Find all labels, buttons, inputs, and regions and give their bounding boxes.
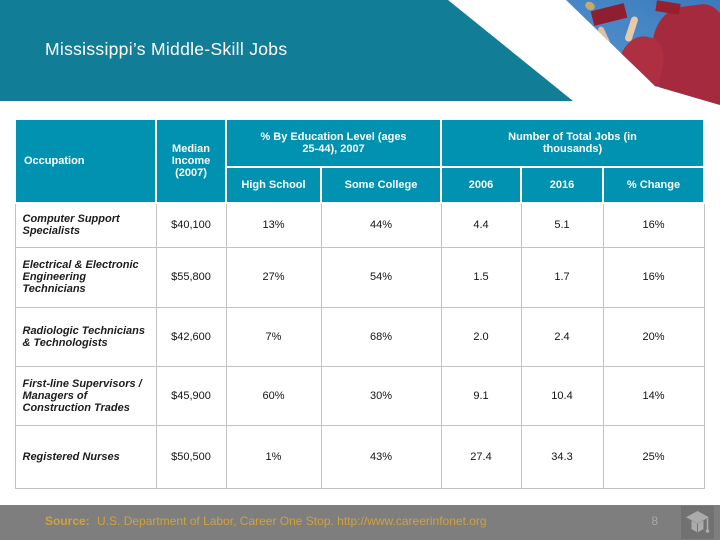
column-header-pct-change: % Change: [602, 166, 706, 204]
source-line: Source: U.S. Department of Labor, Career…: [45, 514, 487, 528]
high-school-cell: 1%: [225, 424, 322, 489]
jobs-2016-cell: 5.1: [520, 202, 604, 248]
occupation-cell: Computer Support Specialists: [14, 202, 157, 248]
jobs-2006-cell: 2.0: [440, 306, 522, 367]
column-header-median-income: Median Income (2007): [155, 118, 227, 204]
column-header-high-school: High School: [225, 166, 322, 204]
jobs-2006-cell: 1.5: [440, 246, 522, 308]
occupation-cell: First-line Supervisors / Managers of Con…: [14, 365, 157, 426]
pct-change-cell: 20%: [602, 306, 705, 367]
table-row: First-line Supervisors / Managers of Con…: [14, 365, 705, 426]
graduate-arm-shape: [597, 25, 611, 47]
some-college-cell: 30%: [320, 365, 442, 426]
jobs-2006-cell: 27.4: [440, 424, 522, 489]
jobs-2006-cell: 9.1: [440, 365, 522, 426]
source-text: U.S. Department of Labor, Career One Sto…: [97, 514, 334, 528]
column-header-some-college: Some College: [319, 166, 443, 204]
some-college-cell: 43%: [320, 424, 442, 489]
graduation-cap-shape: [655, 0, 681, 15]
graduation-cap-icon: [686, 511, 710, 533]
pct-change-cell: 14%: [602, 365, 705, 426]
some-college-cell: 68%: [320, 306, 442, 367]
group-header-education-level: % By Education Level (ages 25-44), 2007: [224, 118, 443, 168]
group-header-total-jobs: Number of Total Jobs (in thousands): [440, 118, 706, 168]
table-row: Electrical & Electronic Engineering Tech…: [14, 246, 705, 308]
column-header-2006: 2006: [440, 166, 523, 204]
median-income-cell: $40,100: [155, 202, 227, 248]
jobs-2016-cell: 1.7: [520, 246, 604, 308]
some-college-cell: 54%: [320, 246, 442, 308]
high-school-cell: 27%: [225, 246, 322, 308]
source-link[interactable]: http://www.careerinfonet.org: [337, 514, 487, 528]
pct-change-cell: 25%: [602, 424, 705, 489]
median-income-cell: $45,900: [155, 365, 227, 426]
source-label: Source:: [45, 514, 90, 528]
median-income-cell: $42,600: [155, 306, 227, 367]
high-school-cell: 60%: [225, 365, 322, 426]
graduation-cap-shape: [590, 3, 628, 26]
table-row: Radiologic Technicians & Technologists $…: [14, 306, 705, 367]
occupation-cell: Registered Nurses: [14, 424, 157, 489]
high-school-cell: 13%: [225, 202, 322, 248]
middle-skill-jobs-table: Occupation Median Income (2007) % By Edu…: [14, 118, 706, 489]
page-number: 8: [651, 514, 658, 528]
table-row: Computer Support Specialists $40,100 13%…: [14, 202, 705, 248]
jobs-2016-cell: 10.4: [520, 365, 604, 426]
pct-change-cell: 16%: [602, 246, 705, 308]
table-row: Registered Nurses $50,500 1% 43% 27.4 34…: [14, 424, 705, 489]
median-income-cell: $55,800: [155, 246, 227, 308]
median-income-cell: $50,500: [155, 424, 227, 489]
slide-title: Mississippi’s Middle-Skill Jobs: [45, 39, 288, 59]
column-header-occupation: Occupation: [14, 118, 157, 204]
jobs-2016-cell: 2.4: [520, 306, 604, 367]
column-header-2016: 2016: [520, 166, 605, 204]
occupation-cell: Radiologic Technicians & Technologists: [14, 306, 157, 367]
footer-bar: Source: U.S. Department of Labor, Career…: [0, 505, 720, 540]
jobs-2006-cell: 4.4: [440, 202, 522, 248]
some-college-cell: 44%: [320, 202, 442, 248]
pct-change-cell: 16%: [602, 202, 705, 248]
jobs-2016-cell: 34.3: [520, 424, 604, 489]
high-school-cell: 7%: [225, 306, 322, 367]
logo-badge: [681, 506, 714, 539]
occupation-cell: Electrical & Electronic Engineering Tech…: [14, 246, 157, 308]
